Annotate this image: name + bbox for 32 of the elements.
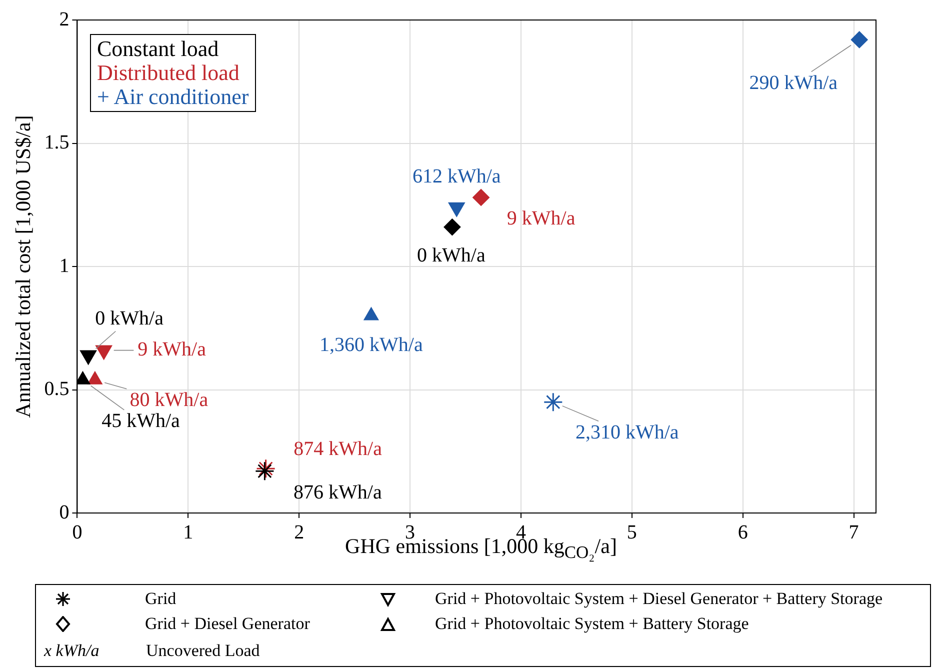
x-tick-label: 7 <box>848 521 859 544</box>
annotation: 876 kWh/a <box>294 481 382 504</box>
text: Grid + Photovoltaic System + Battery Storage <box>435 614 749 634</box>
annotation: 874 kWh/a <box>294 438 382 460</box>
x-tick-label: 5 <box>626 521 637 544</box>
annotation: Distributed load <box>97 60 240 85</box>
text: Grid + Diesel Generator <box>145 614 310 634</box>
annotation: 2,310 kWh/a <box>575 421 679 444</box>
annotation: 9 kWh/a <box>506 208 576 230</box>
annotation: 80 kWh/a <box>130 389 208 412</box>
x-tick-label: 1 <box>183 521 194 544</box>
text: Grid + Photovoltaic System + Diesel Generator + Battery Storage <box>435 589 883 609</box>
y-tick-label: 0.5 <box>44 378 70 400</box>
x-tick-label: 2 <box>294 521 304 544</box>
text: Grid <box>145 589 176 609</box>
annotation: Constant load <box>97 36 220 61</box>
y-tick-label: 2 <box>59 8 70 30</box>
text: x kWh/a <box>44 641 100 661</box>
annotation: 612 kWh/a <box>412 166 501 188</box>
annotation: 0 kWh/a <box>417 244 486 266</box>
annotation: 45 kWh/a <box>102 410 180 432</box>
annotation: 9 kWh/a <box>138 338 206 361</box>
annotation: 0 kWh/a <box>95 307 164 330</box>
annotation: 290 kWh/a <box>749 72 838 94</box>
x-tick-label: 6 <box>738 521 748 544</box>
text: Uncovered Load <box>146 641 260 661</box>
y-tick-label: 1 <box>59 254 70 277</box>
y-tick-label: 0 <box>59 501 70 524</box>
y-axis-title: Annualized total cost [1,000 US$/a] <box>11 115 36 418</box>
annotation: 1,360 kWh/a <box>320 334 423 356</box>
y-tick-label: 1.5 <box>44 132 70 154</box>
annotation: + Air conditioner <box>97 84 249 109</box>
